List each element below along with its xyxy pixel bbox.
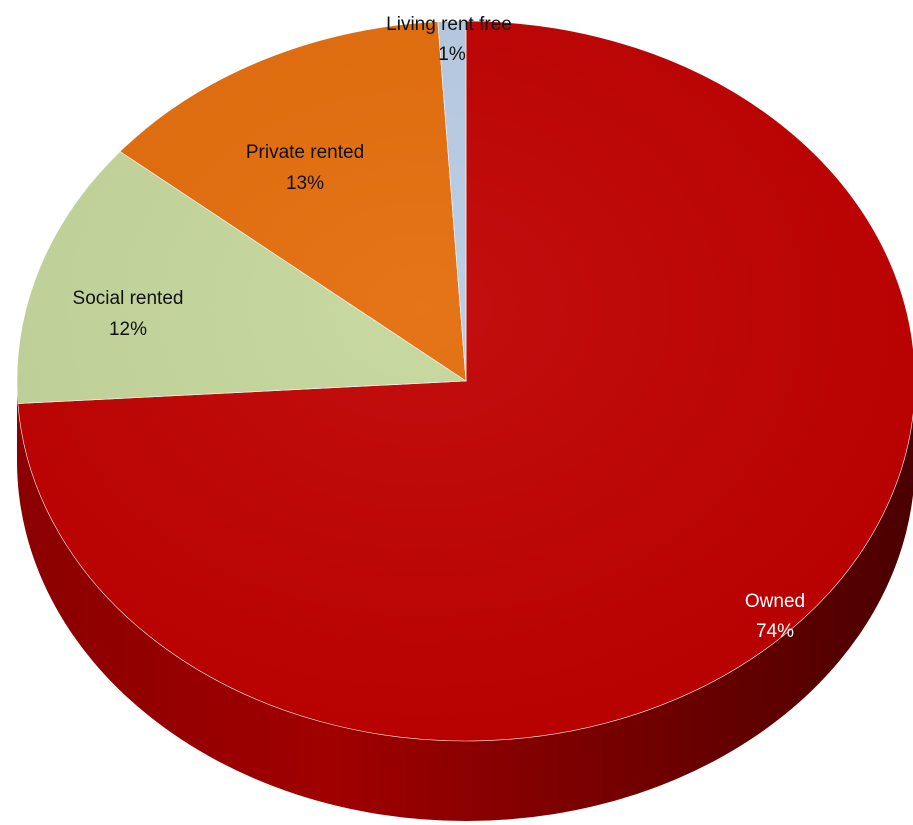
slice-label-owned: Owned 74% (745, 591, 805, 642)
slice-value-living-rent-free: 1% (438, 44, 466, 65)
slice-name-social-rented: Social rented (73, 288, 184, 309)
slice-name-living-rent-free: Living rent free (386, 14, 512, 35)
slice-label-private-rented: Private rented 13% (246, 142, 364, 194)
slice-name-private-rented: Private rented (246, 142, 364, 163)
slice-value-social-rented: 12% (109, 319, 147, 340)
slice-name-owned: Owned (745, 591, 805, 612)
slice-value-private-rented: 13% (286, 173, 324, 194)
slice-label-social-rented: Social rented 12% (73, 288, 184, 340)
slice-label-living-rent-free: Living rent free 1% (386, 14, 512, 65)
slice-value-owned: 74% (756, 621, 794, 642)
